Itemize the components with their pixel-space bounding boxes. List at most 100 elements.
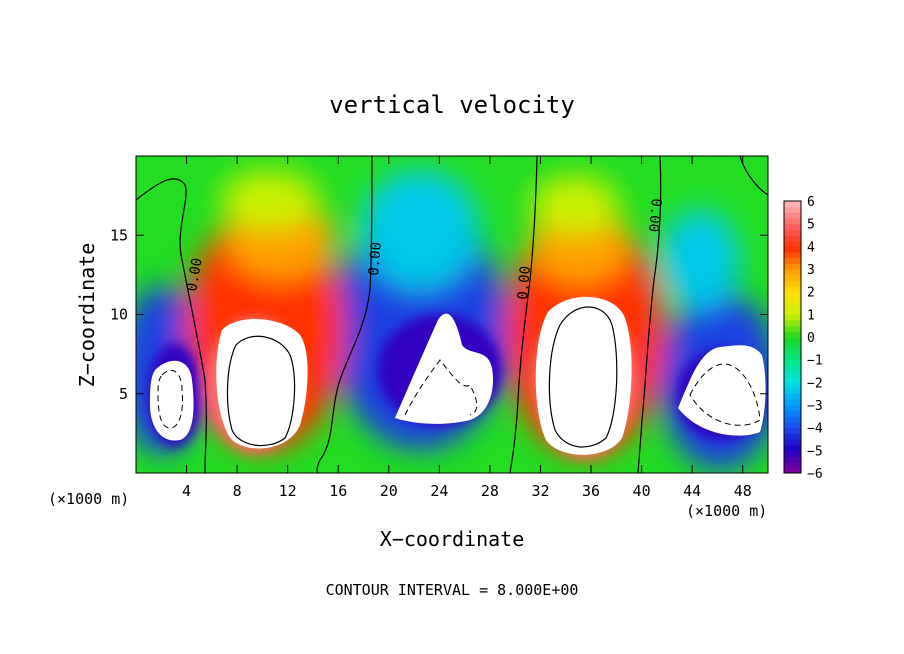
colorbar-tick-label: −2 (807, 376, 823, 391)
colorbar-swatch (784, 212, 801, 219)
colorbar-swatch (784, 467, 801, 474)
colorbar-swatch (784, 444, 801, 451)
colorbar-tick-label: −4 (807, 422, 823, 437)
y-tick-label: 15 (110, 226, 128, 244)
x-tick-label: 20 (380, 482, 398, 500)
colorbar-swatch (784, 291, 801, 298)
colorbar-tick-label: 1 (807, 308, 815, 323)
colorbar-swatch (784, 393, 801, 400)
x-axis-ticks: 4 8 12 16 20 24 28 32 36 40 44 48 (182, 156, 752, 500)
colorbar-swatch (784, 382, 801, 389)
colorbar-swatch (784, 223, 801, 230)
colorbar-tick-label: −1 (807, 354, 823, 369)
colorbar-swatch (784, 427, 801, 434)
colorbar-swatch (784, 252, 801, 259)
colorbar-swatch (784, 280, 801, 287)
colorbar-swatch (784, 206, 801, 213)
x-tick-label: 32 (531, 482, 549, 500)
colorbar-swatch (784, 439, 801, 446)
updraft-saturated (535, 296, 632, 455)
colorbar-swatch (784, 331, 801, 338)
colorbar-swatch (784, 325, 801, 332)
y-axis-label: Z−coordinate (75, 243, 99, 388)
y-tick-label: 5 (119, 385, 128, 403)
colorbar-swatch (784, 246, 801, 253)
x-tick-label: 12 (279, 482, 297, 500)
colorbar-tick-label: −6 (807, 467, 823, 482)
colorbar-swatch (784, 416, 801, 423)
colorbar-swatch (784, 461, 801, 468)
updraft-zone (530, 175, 620, 235)
colorbar-frame (783, 200, 802, 474)
contour-negative-line (689, 363, 761, 426)
colorbar-swatch (784, 320, 801, 327)
colorbar-swatch (784, 365, 801, 372)
downdraft-saturated (678, 345, 766, 436)
colorbar-swatch (784, 405, 801, 412)
colorbar-swatch (784, 257, 801, 264)
colorbar-tick-label: 6 (807, 195, 815, 210)
colorbar-swatch (784, 240, 801, 247)
downdraft-zone (660, 210, 740, 310)
colorbar-swatch (784, 269, 801, 276)
colorbar-swatch (784, 376, 801, 383)
contour-zero-line (509, 156, 538, 473)
colorbar-swatch (784, 456, 801, 463)
colorbar-tick-label: 0 (807, 331, 815, 346)
colorbar-swatch (784, 388, 801, 395)
downdraft-saturated (395, 313, 494, 424)
colorbar: 6 5 4 3 2 1 0 −1 −2 −3 −4 −5 −6 (783, 195, 823, 482)
contour-zero-line (637, 156, 662, 473)
colorbar-swatch (784, 348, 801, 355)
colorbar-swatch (784, 422, 801, 429)
colorbar-swatch (784, 399, 801, 406)
x-tick-label: 24 (430, 482, 448, 500)
contour-negative-line (157, 370, 183, 429)
x-tick-label: 48 (734, 482, 752, 500)
colorbar-tick-label: −3 (807, 399, 823, 414)
colorbar-swatch (784, 274, 801, 281)
colorbar-tick-label: 4 (807, 240, 815, 255)
x-tick-label: 8 (233, 482, 242, 500)
x-tick-label: 28 (481, 482, 499, 500)
downdraft-zone (360, 170, 480, 290)
colorbar-swatch (784, 342, 801, 349)
contour-positive-line (226, 335, 296, 447)
colorbar-tick-label: 2 (807, 286, 815, 301)
colorbar-swatch (784, 337, 801, 344)
contour-zero-line (739, 156, 768, 196)
updraft-zone (220, 170, 320, 230)
y-axis-ticks: 5 10 15 (110, 226, 768, 403)
x-tick-label: 4 (182, 482, 191, 500)
contour-label: 0.00 (366, 241, 385, 276)
contour-zero-line (136, 178, 207, 473)
x-tick-label: 40 (633, 482, 651, 500)
contour-zero-line (316, 156, 373, 473)
downdraft-saturated (150, 360, 194, 441)
colorbar-swatch (784, 229, 801, 236)
x-unit-left: (×1000 m) (48, 490, 129, 508)
colorbar-swatch (784, 410, 801, 417)
colorbar-swatch (784, 297, 801, 304)
colorbar-swatch (784, 314, 801, 321)
contour-label: 0.00 (515, 265, 534, 300)
colorbar-swatch (784, 371, 801, 378)
x-tick-label: 16 (329, 482, 347, 500)
contour-label: 0.00 (645, 198, 664, 233)
colorbar-swatch (784, 433, 801, 440)
y-tick-label: 10 (110, 306, 128, 324)
colorbar-swatch (784, 354, 801, 361)
colorbar-tick-label: 3 (807, 263, 815, 278)
contour-interval-footer: CONTOUR INTERVAL = 8.000E+00 (326, 581, 579, 599)
colorbar-tick-label: −5 (807, 444, 823, 459)
x-unit-right: (×1000 m) (686, 502, 767, 520)
contour-label: 0.00 (184, 257, 206, 293)
updraft-saturated (216, 319, 308, 449)
colorbar-swatch (784, 218, 801, 225)
chart-title: vertical velocity (329, 91, 575, 119)
colorbar-swatch (784, 308, 801, 315)
colorbar-swatch (784, 263, 801, 270)
x-tick-label: 36 (582, 482, 600, 500)
x-tick-label: 44 (683, 482, 701, 500)
